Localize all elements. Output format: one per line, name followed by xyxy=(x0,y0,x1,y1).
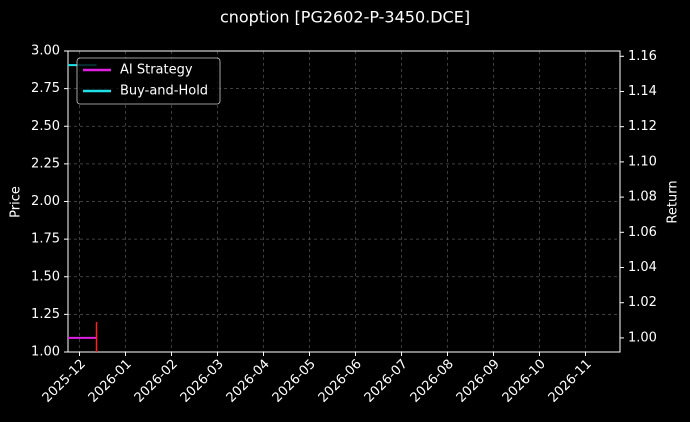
plot-frame xyxy=(67,50,621,353)
x-tick-label: 2026-05 xyxy=(270,357,319,406)
legend-box xyxy=(76,57,221,105)
x-tick-label: 2026-10 xyxy=(500,357,549,406)
x-tick-label: 2026-07 xyxy=(362,357,411,406)
y-tick-label: 2.50 xyxy=(31,119,60,134)
x-tick-label: 2026-03 xyxy=(178,357,227,406)
y2-tick-label: 1.00 xyxy=(628,330,657,345)
y2-tick-label: 1.06 xyxy=(628,225,657,240)
x-tick-label: 2025-12 xyxy=(40,357,89,406)
x-tick-label: 2026-08 xyxy=(408,357,457,406)
y2-tick-label: 1.10 xyxy=(628,154,657,169)
y-tick-label: 2.00 xyxy=(31,194,60,209)
y2-tick-label: 1.14 xyxy=(628,84,657,99)
y-tick-label: 2.25 xyxy=(31,156,60,171)
y-tick-label: 3.00 xyxy=(31,44,60,59)
x-tick-label: 2026-09 xyxy=(454,357,503,406)
y2-axis-label: Return xyxy=(666,180,681,223)
x-tick-label: 2026-11 xyxy=(546,357,595,406)
x-tick-label: 2026-06 xyxy=(316,357,365,406)
y2-tick-label: 1.04 xyxy=(628,260,657,275)
y-tick-label: 2.75 xyxy=(31,81,60,96)
y-tick-label: 1.50 xyxy=(31,269,60,284)
x-tick-label: 2026-01 xyxy=(86,357,135,406)
legend-label: AI Strategy xyxy=(120,63,193,78)
y2-tick-label: 1.02 xyxy=(628,295,657,310)
y-tick-label: 1.75 xyxy=(31,232,60,247)
y2-tick-label: 1.12 xyxy=(628,119,657,134)
y2-tick-label: 1.08 xyxy=(628,190,657,205)
x-tick-label: 2026-04 xyxy=(224,357,273,406)
y2-tick-label: 1.16 xyxy=(628,49,657,64)
legend-label: Buy-and-Hold xyxy=(120,84,208,99)
chart-title: cnoption [PG2602-P-3450.DCE] xyxy=(220,8,470,27)
y-tick-label: 1.00 xyxy=(31,345,60,360)
x-tick-label: 2026-02 xyxy=(132,357,181,406)
y-tick-label: 1.25 xyxy=(31,307,60,322)
y-axis-label: Price xyxy=(9,186,24,218)
